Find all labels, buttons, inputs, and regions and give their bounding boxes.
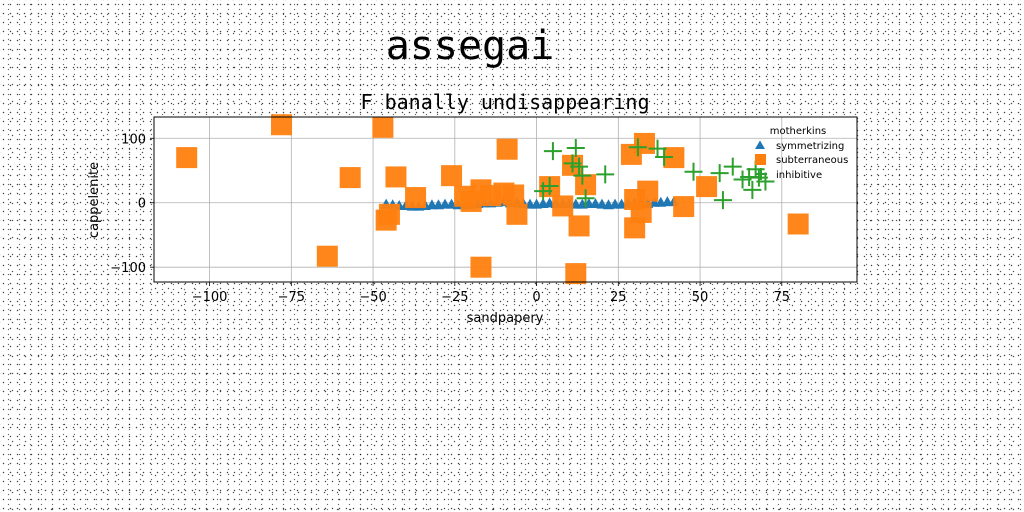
legend-item-inhibitive: inhibitive [755, 168, 822, 181]
data-point-triangle [596, 198, 608, 209]
data-point-square [470, 256, 492, 278]
figure-suptitle: assegai [385, 23, 555, 69]
data-point-square [696, 176, 718, 198]
data-point-plus [540, 176, 559, 195]
data-point-plus [628, 138, 647, 157]
data-point-square [503, 184, 525, 206]
legend-label: symmetrizing [776, 141, 844, 152]
legend-label: inhibitive [776, 170, 822, 181]
data-point-square [637, 180, 659, 202]
data-point-plus [543, 142, 562, 161]
x-tick-label: −100 [192, 290, 228, 305]
x-tick-label: 50 [692, 290, 709, 305]
data-point-square [385, 166, 407, 188]
data-point-plus [566, 138, 585, 157]
data-point-square [787, 213, 809, 235]
data-point-square [378, 203, 400, 225]
data-point-plus [684, 162, 703, 181]
x-axis-label: sandpapery [467, 311, 544, 326]
data-point-plus [743, 180, 762, 199]
legend-label: subterraneous [776, 155, 848, 166]
data-point-square [575, 174, 597, 196]
data-point-square [565, 263, 587, 285]
y-tick-label: 100 [121, 132, 146, 147]
y-axis-label: cappelenite [87, 162, 102, 238]
data-point-plus [756, 172, 775, 191]
x-tick-label: −75 [278, 290, 305, 305]
legend-marker-plus [755, 168, 767, 180]
data-point-plus [723, 157, 742, 176]
x-tick-label: 0 [532, 290, 540, 305]
data-point-plus [710, 164, 729, 183]
data-marks [176, 114, 809, 285]
x-tick-label: −25 [441, 290, 468, 305]
y-tick-label: −100 [110, 261, 146, 276]
data-point-triangle [589, 198, 601, 209]
data-point-square [673, 196, 695, 218]
data-point-plus [713, 191, 732, 210]
legend-item-subterraneous: subterraneous [755, 154, 848, 166]
axis-ticks: −100 −75 −50 −25 0 25 50 75 −100 0 100 [110, 132, 790, 305]
data-point-square [271, 114, 293, 136]
data-point-square [372, 116, 394, 138]
data-point-plus [655, 147, 674, 166]
y-tick-label: 0 [138, 197, 146, 212]
data-point-plus [573, 166, 592, 185]
data-point-plus [570, 157, 589, 176]
x-tick-label: 25 [610, 290, 627, 305]
legend-marker-square [755, 154, 766, 165]
data-point-square [506, 203, 528, 225]
data-point-plus [596, 165, 615, 184]
data-point-square [405, 187, 427, 209]
data-point-square [663, 147, 685, 169]
legend-title: motherkins [770, 126, 827, 137]
x-tick-label: 75 [774, 290, 791, 305]
data-point-square [496, 138, 518, 160]
plot-frame [153, 116, 858, 283]
data-point-square [316, 245, 338, 267]
data-point-square [552, 195, 574, 217]
data-point-square [339, 167, 361, 189]
x-tick-label: −50 [359, 290, 386, 305]
series-inhibitive [534, 138, 775, 210]
legend-item-symmetrizing: symmetrizing [755, 140, 844, 152]
data-point-square [630, 201, 652, 223]
data-point-square [176, 147, 198, 169]
grid [154, 117, 857, 282]
data-point-square [441, 165, 463, 187]
chart-title: F banally undisappearing [361, 90, 650, 114]
legend-marker-triangle [755, 140, 765, 149]
data-point-square [568, 215, 590, 237]
legend: motherkins symmetrizing subterraneous in… [755, 126, 848, 181]
data-point-plus [576, 189, 595, 208]
